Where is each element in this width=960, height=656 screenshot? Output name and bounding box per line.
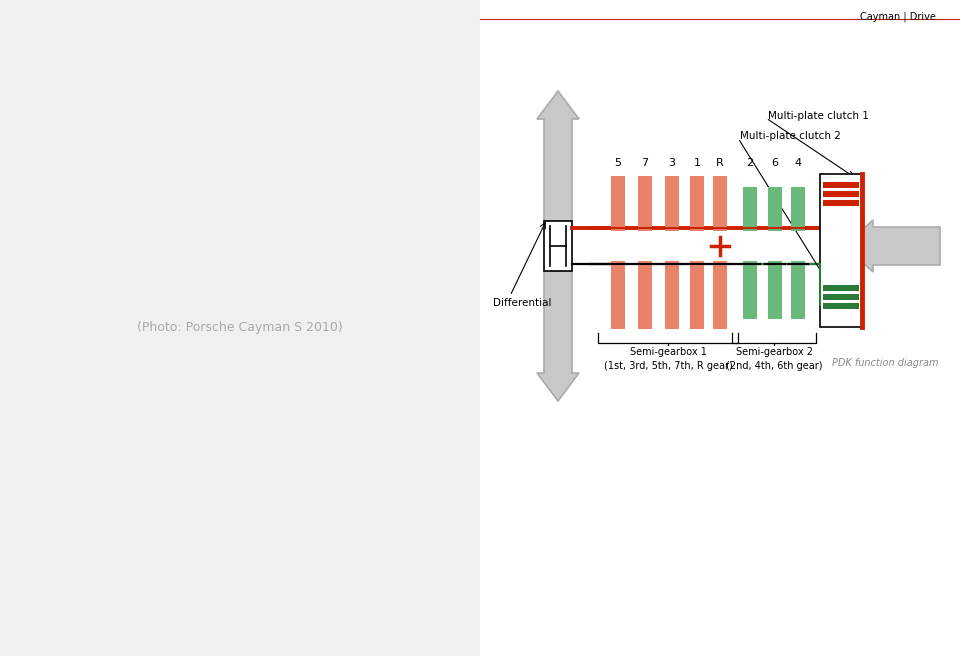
Bar (665, 261, 679, 329)
FancyArrow shape (537, 271, 579, 401)
Bar (690, 261, 704, 329)
Bar (611, 176, 625, 231)
Text: Cayman | Drive: Cayman | Drive (860, 12, 936, 22)
Text: PDK function diagram: PDK function diagram (831, 358, 938, 368)
Text: 7: 7 (641, 158, 649, 168)
Text: 1: 1 (693, 158, 701, 168)
Bar (690, 176, 704, 231)
Bar (638, 261, 652, 329)
Text: Multi-plate clutch 1: Multi-plate clutch 1 (768, 111, 869, 121)
Text: 2: 2 (747, 158, 754, 168)
Bar (611, 261, 625, 329)
Bar (823, 182, 859, 188)
Bar (665, 176, 679, 231)
Bar (544, 221, 572, 271)
Bar (791, 261, 805, 319)
Bar (820, 174, 862, 327)
Bar (823, 285, 859, 291)
Text: 3: 3 (668, 158, 676, 168)
Text: (Photo: Porsche Cayman S 2010): (Photo: Porsche Cayman S 2010) (137, 321, 343, 335)
FancyArrow shape (537, 91, 579, 221)
Bar (768, 187, 782, 231)
Text: Multi-plate clutch 2: Multi-plate clutch 2 (740, 131, 841, 141)
Bar (823, 191, 859, 197)
Bar (768, 261, 782, 319)
Bar (0, 0, 480, 656)
Text: Semi-gearbox 1
(1st, 3rd, 5th, 7th, R gear): Semi-gearbox 1 (1st, 3rd, 5th, 7th, R ge… (604, 347, 732, 371)
Bar (823, 303, 859, 309)
Bar (743, 261, 757, 319)
Bar (743, 187, 757, 231)
Text: 4: 4 (795, 158, 802, 168)
Bar (823, 200, 859, 206)
FancyArrow shape (845, 220, 940, 272)
Text: Semi-gearbox 2
(2nd, 4th, 6th gear): Semi-gearbox 2 (2nd, 4th, 6th gear) (726, 347, 823, 371)
Bar (638, 176, 652, 231)
Bar (823, 294, 859, 300)
Bar (713, 176, 727, 231)
Bar (0, 0, 480, 656)
Text: 6: 6 (772, 158, 779, 168)
Text: Differential: Differential (493, 298, 551, 308)
Bar (713, 261, 727, 329)
Bar (791, 187, 805, 231)
Text: R: R (716, 158, 724, 168)
Text: 5: 5 (614, 158, 621, 168)
